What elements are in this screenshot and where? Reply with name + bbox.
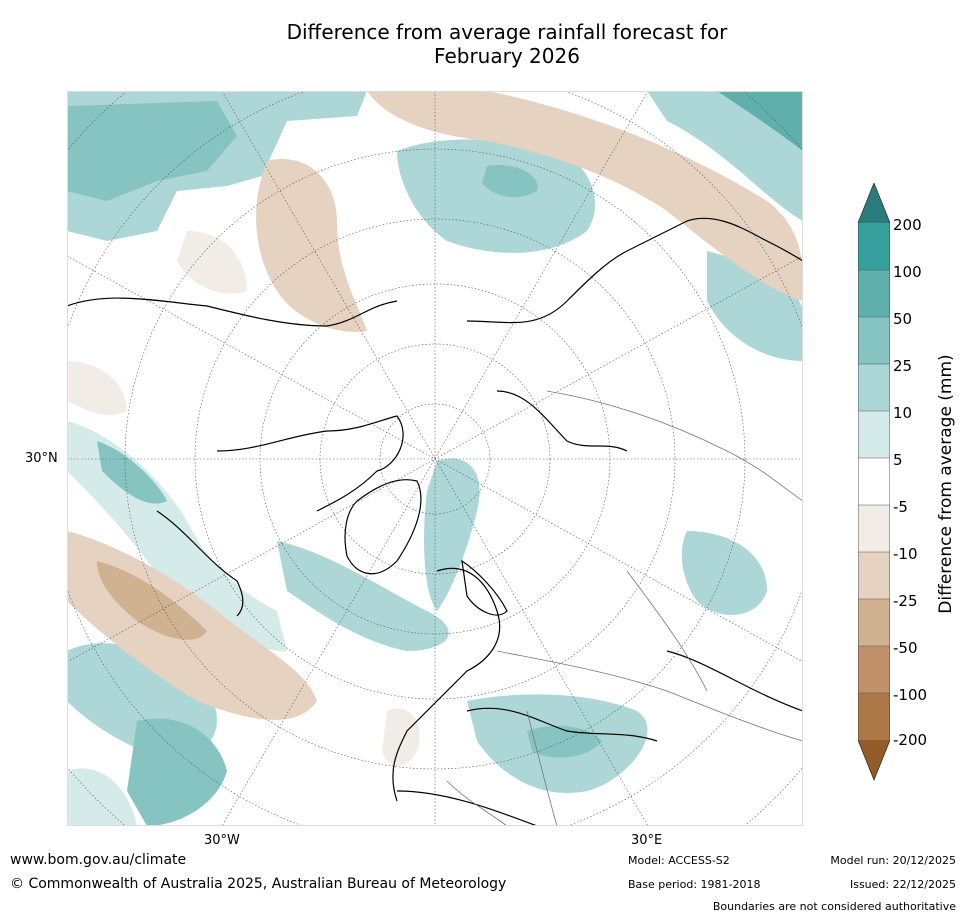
coastline-africa [396, 790, 538, 826]
wet-anomaly-scandinavia [424, 458, 480, 611]
colorbar-bin-minus100 [858, 693, 890, 740]
coastline-canada [216, 415, 404, 512]
colorbar-bin-10 [858, 411, 890, 458]
dry-anomaly-atlantic [382, 708, 420, 766]
colorbar-tick-minus200: -200 [893, 731, 928, 749]
coastline-russia-arctic [496, 390, 628, 452]
footer-disclaimer: Boundaries are not considered authoritat… [712, 900, 956, 913]
colorbar-bin-100 [858, 270, 890, 317]
lon-label-30w: 30°W [204, 833, 240, 848]
colorbar-bin-25 [858, 364, 890, 411]
footer-url[interactable]: www.bom.gov.au/climate [10, 852, 187, 868]
wet-anomaly-siberia-core [482, 165, 538, 198]
wet-anomaly-north-atlantic [277, 541, 449, 651]
footer-copyright: © Commonwealth of Australia 2025, Austra… [10, 876, 507, 892]
colorbar [858, 183, 890, 781]
wet-anomaly-north-pacific-core [67, 101, 237, 201]
coastline-greenland [344, 479, 422, 575]
colorbar-tick-minus25: -25 [893, 592, 918, 610]
title-line-2: February 2026 [434, 44, 580, 68]
colorbar-bin-200 [858, 223, 890, 270]
colorbar-tick-minus100: -100 [893, 686, 928, 704]
wet-anomaly-mediterranean-core [527, 725, 602, 758]
rainfall-anomaly-map [67, 91, 803, 826]
coastline-north-america-east [156, 510, 244, 617]
colorbar-bin-minus5 [858, 505, 890, 552]
wet-anomaly-south-pacific [127, 718, 227, 826]
coastline-siberia [466, 217, 803, 324]
dry-anomaly-north-pacific-east [177, 231, 247, 294]
colorbar-bin-minus10 [858, 552, 890, 599]
colorbar-bin-minus25 [858, 599, 890, 646]
colorbar-tick-10: 10 [893, 404, 913, 422]
colorbar-bottom-arrow [858, 740, 890, 780]
dry-anomaly-siberia-coast [367, 91, 803, 301]
colorbar-tick-25: 25 [893, 357, 913, 375]
colorbar-tick-minus50: -50 [893, 639, 918, 657]
title-line-1: Difference from average rainfall forecas… [286, 20, 728, 44]
coastline-europe [392, 567, 501, 802]
colorbar-tick-100: 100 [893, 263, 922, 281]
colorbar-tick-minus5: -5 [893, 498, 908, 516]
footer-model: Model: ACCESS-S2 [628, 854, 730, 867]
border-eurasia-1 [546, 390, 803, 502]
dry-anomaly-pacific-small [67, 361, 127, 416]
colorbar-tick-5: 5 [893, 451, 903, 469]
colorbar-bin-5 [858, 458, 890, 505]
wet-anomaly-northeast-corner [647, 91, 803, 221]
border-eurasia-3 [526, 710, 558, 826]
wet-anomaly-northeast-core [717, 91, 803, 151]
colorbar-top-arrow [858, 183, 890, 223]
wet-anomaly-siberia [397, 139, 596, 253]
border-africa [446, 780, 508, 826]
colorbar-axis-label: Difference from average (mm) [936, 354, 956, 614]
lat-label-30n: 30°N [25, 451, 58, 466]
coastline-scandinavia [461, 559, 508, 616]
lon-label-30e: 30°E [631, 833, 663, 848]
colorbar-tick-200: 200 [893, 216, 922, 234]
footer-base-period: Base period: 1981-2018 [628, 878, 761, 891]
dry-anomaly-east-pacific-core [97, 561, 207, 640]
wet-anomaly-bottom-left [67, 768, 137, 826]
colorbar-bin-50 [858, 317, 890, 364]
wet-anomaly-pacific-west-core [97, 441, 167, 504]
colorbar-tick-minus10: -10 [893, 545, 918, 563]
coastline-mediterranean [466, 707, 658, 742]
footer-issued: Issued: 22/12/2025 [849, 878, 956, 891]
map-title: Difference from average rainfall forecas… [200, 20, 814, 68]
wet-anomaly-east-asia [707, 251, 803, 361]
colorbar-bin-minus50 [858, 646, 890, 693]
wet-anomaly-central-asia [681, 531, 767, 615]
border-eurasia-2 [496, 650, 803, 742]
border-eurasia-4 [626, 570, 708, 692]
footer-model-run: Model run: 20/12/2025 [830, 854, 956, 867]
coastline-asia-south [666, 650, 803, 712]
coastline-alaska [67, 297, 398, 327]
colorbar-tick-50: 50 [893, 310, 913, 328]
